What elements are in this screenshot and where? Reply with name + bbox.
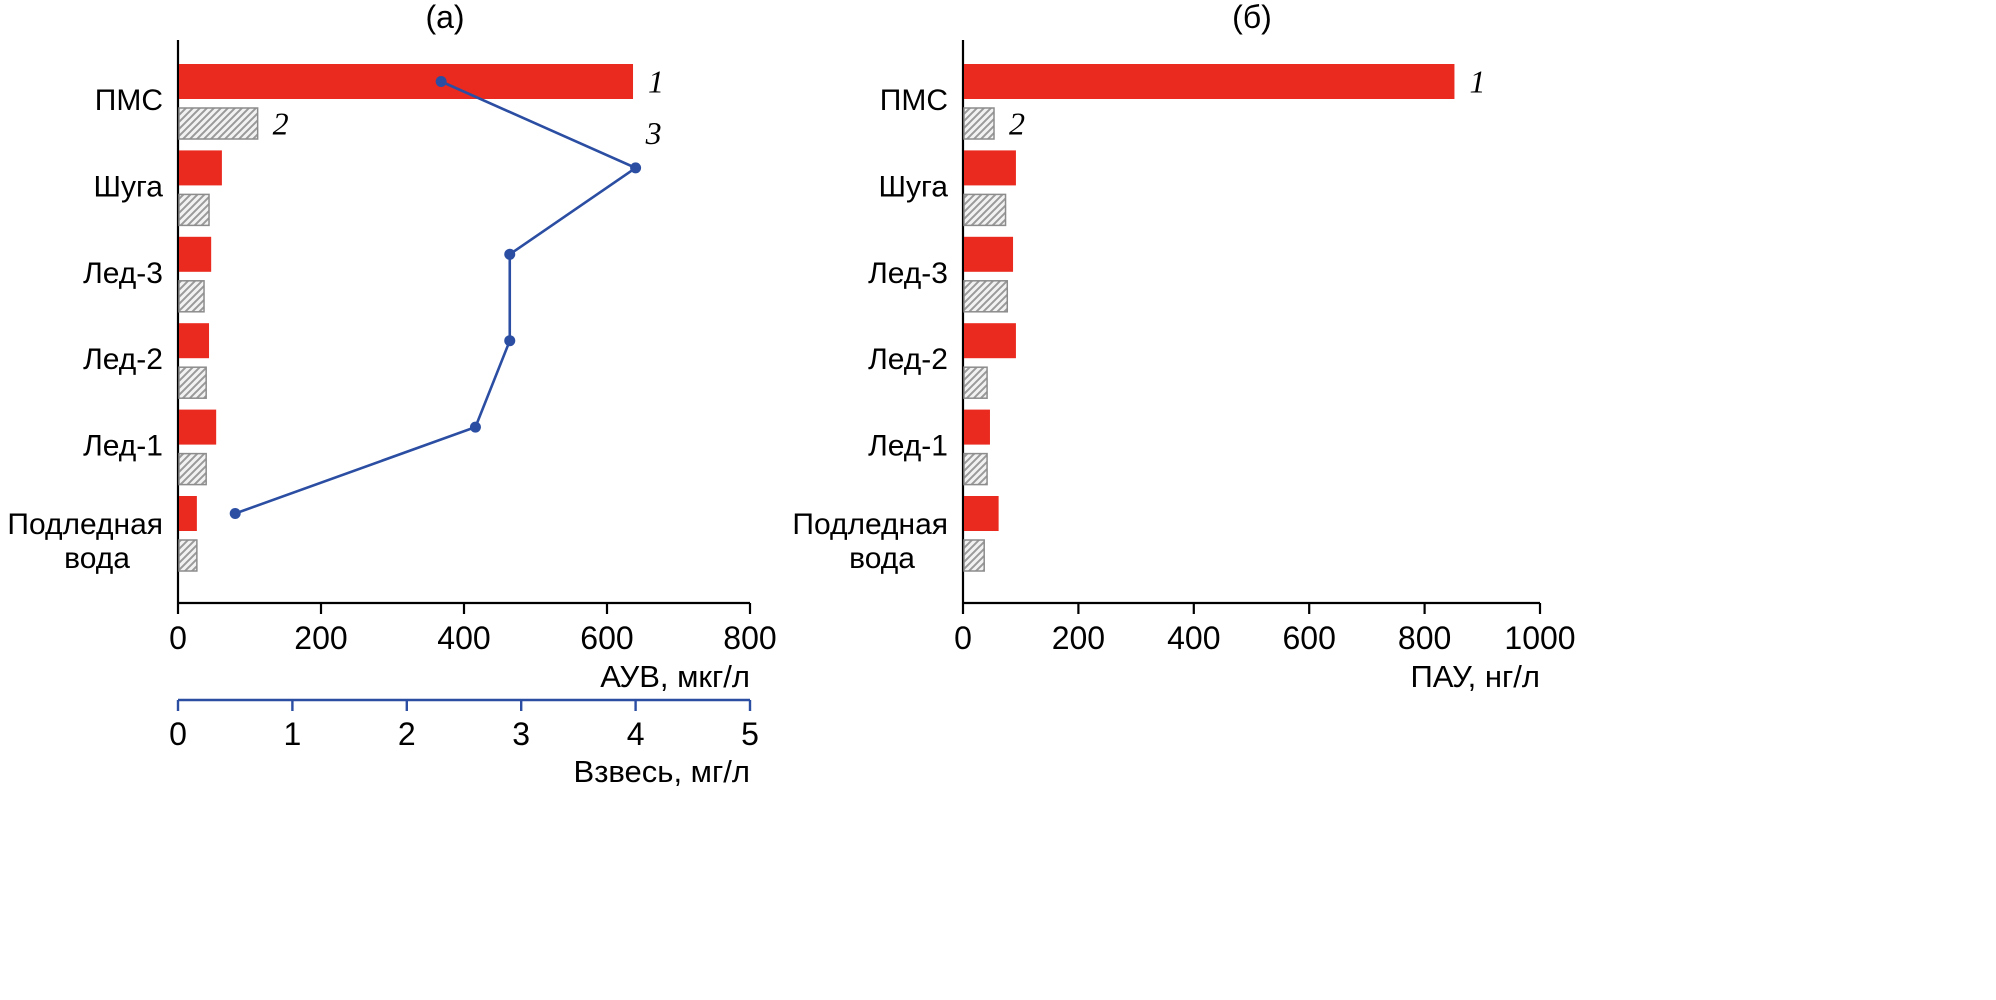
bar-hatched-panel-b-1 bbox=[963, 193, 1007, 227]
x-tick-label: 800 bbox=[723, 620, 776, 656]
secondary-tick-label: 3 bbox=[512, 716, 530, 752]
bar-hatched-panel-b-0 bbox=[963, 107, 995, 140]
bar-red-panel-a-1 bbox=[179, 150, 222, 186]
bar-red-panel-b-2 bbox=[964, 236, 1014, 272]
secondary-axis-title: Взвесь, мг/л bbox=[574, 754, 750, 789]
bar-red-panel-b-0 bbox=[964, 64, 1455, 99]
bar-red-panel-a-5 bbox=[179, 496, 197, 531]
category-label: ПМС bbox=[880, 84, 948, 117]
line-series-3 bbox=[234, 80, 639, 515]
bar-red-panel-a-4 bbox=[179, 409, 217, 445]
bar-hatched-panel-b-5 bbox=[963, 539, 985, 572]
x-tick-label: 800 bbox=[1398, 620, 1451, 656]
bar-red-panel-b-3 bbox=[964, 323, 1016, 359]
x-tick-label: 200 bbox=[294, 620, 347, 656]
bar-hatched-panel-a-0 bbox=[178, 107, 259, 140]
bar-red-panel-b-4 bbox=[964, 409, 990, 445]
bar-red-panel-a-0 bbox=[179, 64, 634, 99]
panel-b bbox=[961, 40, 1542, 614]
bar-red-panel-b-1 bbox=[964, 150, 1016, 186]
category-label-line1: Подледная bbox=[792, 508, 948, 541]
series-label-2: 2 bbox=[273, 106, 289, 142]
bar-hatched-panel-b-3 bbox=[963, 366, 988, 399]
bar-red-panel-b-5 bbox=[964, 496, 999, 531]
x-tick-label: 600 bbox=[580, 620, 633, 656]
panel-a bbox=[176, 40, 752, 711]
x-tick-label: 600 bbox=[1283, 620, 1336, 656]
category-label: Лед-1 bbox=[83, 430, 163, 463]
x-tick-label: 400 bbox=[1167, 620, 1220, 656]
category-label: Шуга bbox=[94, 170, 164, 203]
secondary-tick-label: 5 bbox=[741, 716, 759, 752]
bar-hatched-panel-a-5 bbox=[178, 539, 198, 572]
series-label-3: 3 bbox=[645, 115, 662, 151]
line-marker-4 bbox=[469, 421, 481, 433]
category-label-line2: вода bbox=[64, 542, 130, 575]
line-marker-0 bbox=[435, 76, 447, 87]
bar-hatched-panel-b-2 bbox=[963, 280, 1009, 313]
x-tick-label: 200 bbox=[1052, 620, 1105, 656]
category-label: Лед-2 bbox=[868, 343, 948, 376]
line-marker-1 bbox=[630, 162, 642, 174]
x-tick-label: 400 bbox=[437, 620, 490, 656]
category-label: Лед-3 bbox=[868, 257, 948, 290]
category-label: ПМС bbox=[95, 84, 163, 117]
panel-b-title: (б) bbox=[1232, 0, 1272, 35]
category-label: Шуга bbox=[879, 170, 949, 203]
x-tick-label: 0 bbox=[954, 620, 972, 656]
category-label-line2: вода bbox=[849, 542, 915, 575]
bar-hatched-panel-a-1 bbox=[178, 193, 210, 227]
bar-hatched-panel-a-4 bbox=[178, 452, 207, 486]
bar-hatched-panel-b-4 bbox=[963, 452, 988, 486]
secondary-tick-label: 0 bbox=[169, 716, 187, 752]
category-label: Лед-3 bbox=[83, 257, 163, 290]
category-label-line1: Подледная bbox=[7, 508, 163, 541]
secondary-tick-label: 4 bbox=[627, 716, 645, 752]
line-marker-5 bbox=[229, 508, 241, 519]
line-marker-2 bbox=[504, 248, 516, 260]
secondary-tick-label: 2 bbox=[398, 716, 416, 752]
category-label: Лед-1 bbox=[868, 430, 948, 463]
x-tick-label: 0 bbox=[169, 620, 187, 656]
x-tick-label: 1000 bbox=[1504, 620, 1575, 656]
panel-a-x-axis-title: АУВ, мкг/л bbox=[600, 659, 750, 694]
secondary-tick-label: 1 bbox=[284, 716, 302, 752]
bar-hatched-panel-a-2 bbox=[178, 280, 205, 313]
series-label-1: 1 bbox=[648, 64, 664, 100]
bar-red-panel-a-3 bbox=[179, 323, 210, 359]
line-marker-3 bbox=[504, 335, 516, 347]
category-label: Лед-2 bbox=[83, 343, 163, 376]
series-label-2: 2 bbox=[1009, 106, 1025, 142]
bar-red-panel-a-2 bbox=[179, 236, 212, 272]
panel-b-x-axis-title: ПАУ, нг/л bbox=[1410, 659, 1540, 694]
panel-a-title: (а) bbox=[425, 0, 464, 35]
series-label-1: 1 bbox=[1469, 64, 1485, 100]
bar-hatched-panel-a-3 bbox=[178, 366, 207, 399]
